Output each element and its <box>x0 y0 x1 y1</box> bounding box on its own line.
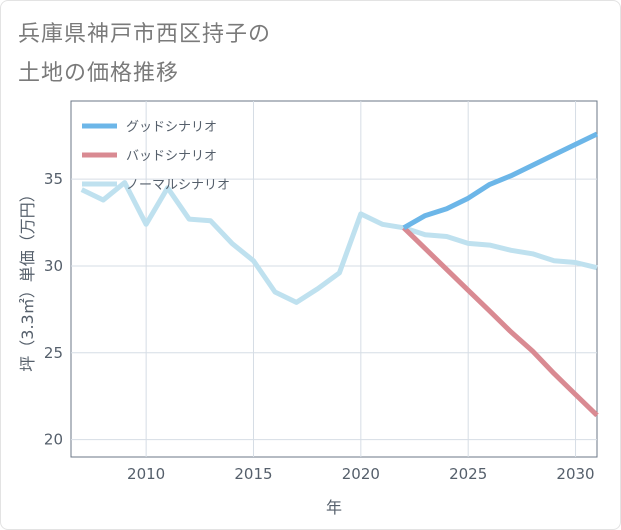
x-tick-label: 2025 <box>449 465 487 483</box>
legend-label[interactable]: バッドシナリオ <box>126 149 217 164</box>
grid-lines <box>71 101 597 457</box>
series-line-2 <box>80 180 598 305</box>
x-axis-title: 年 <box>326 498 342 517</box>
y-tick-label: 25 <box>44 344 63 362</box>
y-tick-label: 30 <box>44 257 63 275</box>
legend-label[interactable]: グッドシナリオ <box>126 120 217 135</box>
series-lines <box>80 131 599 418</box>
y-tick-label: 35 <box>44 170 63 188</box>
page-title-line1: 兵庫県神戸市西区持子の <box>18 22 272 47</box>
x-tick-label: 2020 <box>342 465 380 483</box>
page-title-line2: 土地の価格推移 <box>18 61 180 86</box>
series-line-1 <box>402 226 599 418</box>
x-tick-label: 2010 <box>127 465 165 483</box>
y-axis-title: 坪（3.3㎡）単価（万円） <box>18 186 37 371</box>
x-tick-label: 2015 <box>234 465 272 483</box>
x-tick-label: 2030 <box>556 465 594 483</box>
series-line-0 <box>402 131 599 230</box>
y-tick-label: 20 <box>44 431 63 449</box>
legend-label[interactable]: ノーマルシナリオ <box>126 178 230 193</box>
